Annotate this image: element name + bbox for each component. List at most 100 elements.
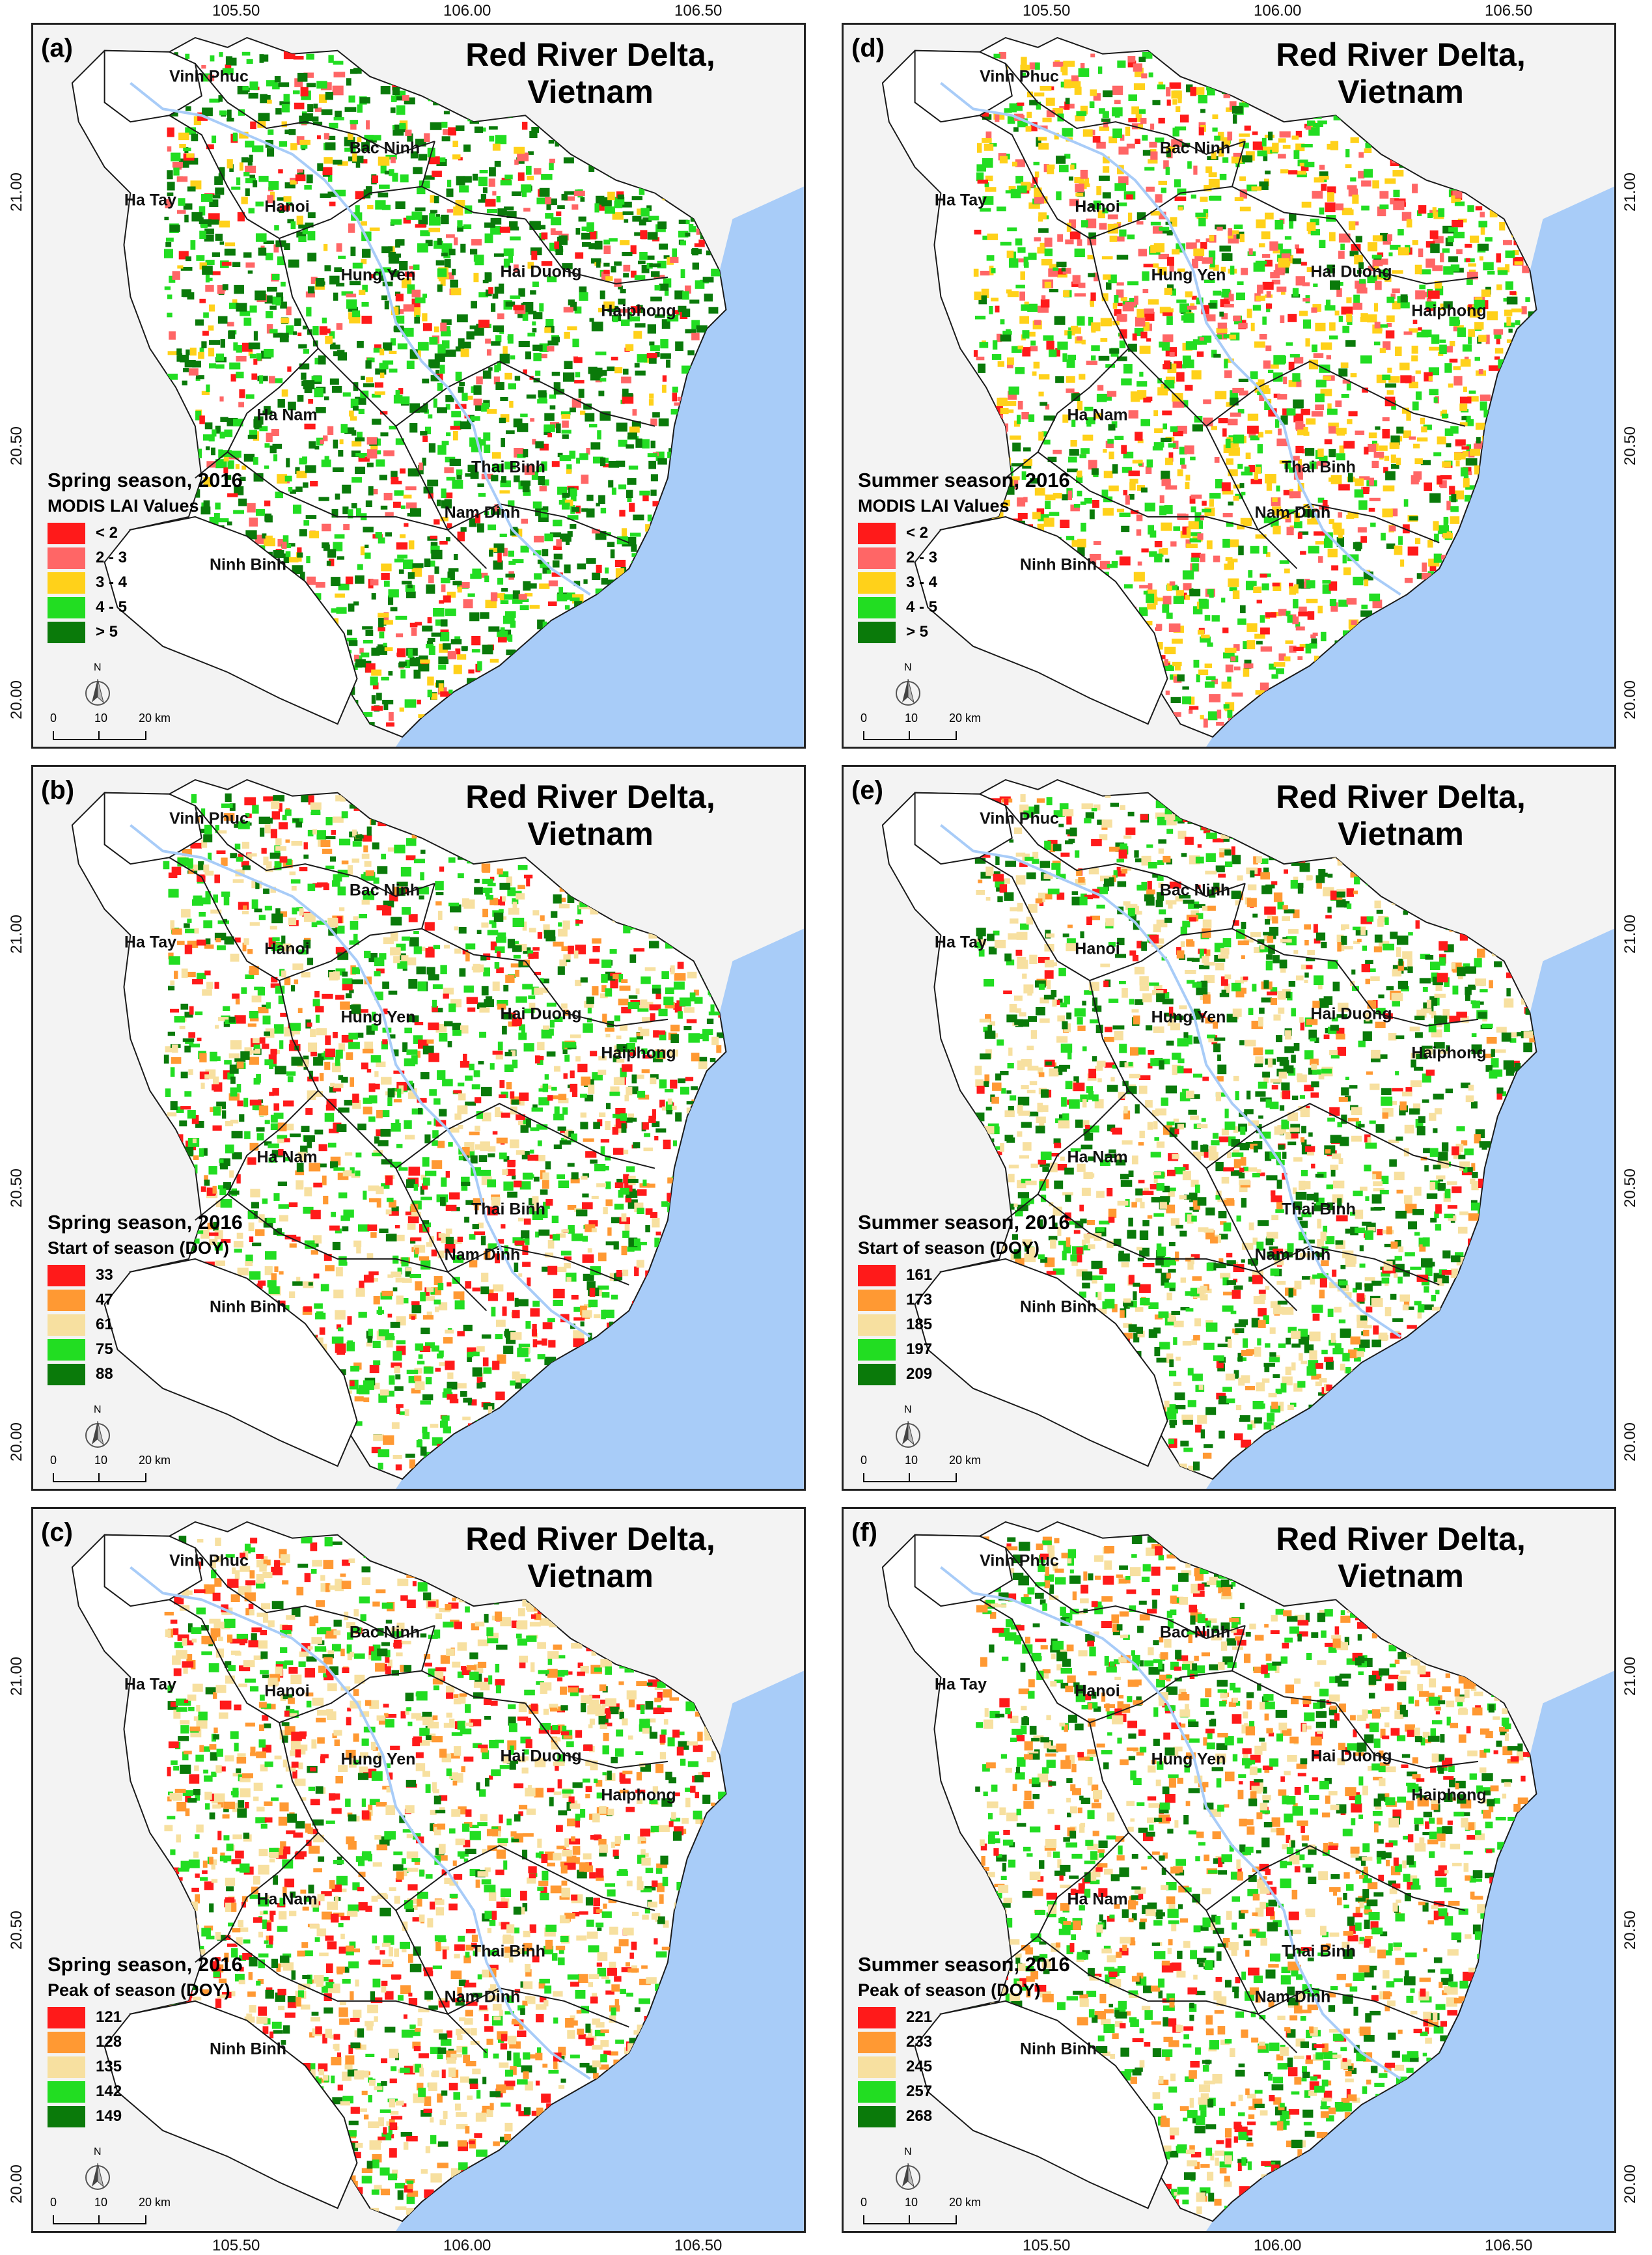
province-label: Thai Binh (471, 1200, 545, 1219)
scale-line (53, 1473, 146, 1482)
legend-item: 257 (858, 2079, 1070, 2104)
longitude-tick-label: 106.00 (443, 2, 491, 20)
scale-label: 10 (94, 712, 107, 725)
scale-label: 20 km (949, 1454, 981, 1467)
legend-title: Spring season, 2016 (48, 1952, 243, 1978)
legend-label: 209 (906, 1365, 932, 1383)
province-label: Hung Yen (341, 1008, 416, 1027)
province-label: Vinh Phuc (169, 68, 249, 87)
legend-swatch (48, 523, 85, 544)
scale-label: 20 km (949, 2196, 981, 2209)
legend-item: 149 (48, 2104, 243, 2129)
legend-subtitle: Start of season (DOY) (48, 1236, 243, 1260)
longitude-tick-label: 105.50 (1023, 2, 1070, 20)
panel-letter: (a) (41, 34, 73, 63)
latitude-tick-label: 20.50 (1621, 1909, 1640, 1951)
province-label: Nam Dinh (1255, 1246, 1331, 1265)
longitude-tick-label: 106.00 (443, 2237, 491, 2255)
map-title: Red River Delta,Vietnam (408, 1521, 773, 1595)
province-label: Hanoi (264, 198, 309, 217)
north-arrow-icon: N (75, 666, 120, 712)
legend-item: 4 - 5 (858, 595, 1070, 620)
legend-label: > 5 (906, 623, 928, 641)
latitude-tick-label: 21.00 (1621, 913, 1640, 955)
longitude-tick-label: 106.50 (674, 2, 722, 20)
map-title-line1: Red River Delta, (408, 779, 773, 816)
legend-item: 33 (48, 1263, 243, 1288)
longitude-tick-label: 106.50 (1485, 2, 1532, 20)
scale-mid-tick (98, 2215, 100, 2224)
legend-swatch (48, 2007, 85, 2028)
legend-label: 4 - 5 (906, 598, 937, 616)
legend-label: 88 (96, 1365, 113, 1383)
legend-item: 3 - 4 (48, 570, 243, 595)
north-arrow-icon: N (75, 2150, 120, 2196)
province-label: Hai Duong (1311, 1747, 1392, 1766)
map-title-line1: Red River Delta, (1218, 1521, 1583, 1558)
scale-label: 0 (50, 2196, 57, 2209)
province-label: Nam Dinh (1255, 1988, 1331, 2007)
province-label: Haiphong (601, 1044, 676, 1063)
legend-swatch (48, 1290, 85, 1311)
scale-mid-tick (909, 1473, 910, 1482)
province-label: Bac Ninh (350, 139, 420, 158)
province-label: Hung Yen (341, 1750, 416, 1769)
province-label: Haiphong (1411, 1786, 1486, 1805)
legend-subtitle: Peak of season (DOY) (858, 1978, 1070, 2002)
latitude-tick-label: 20.50 (8, 1167, 26, 1209)
province-label: Ha Tay (124, 1676, 176, 1695)
province-label: Haiphong (601, 1786, 676, 1805)
legend-item: 47 (48, 1288, 243, 1312)
latitude-tick-label: 20.00 (8, 2163, 26, 2205)
latitude-tick-label: 20.50 (8, 425, 26, 467)
latitude-tick-label: 20.00 (1621, 2163, 1640, 2205)
legend-swatch (48, 622, 85, 643)
legend-swatch (858, 2032, 896, 2053)
legend-label: 3 - 4 (906, 574, 937, 592)
legend-label: 3 - 4 (96, 574, 127, 592)
legend-label: 47 (96, 1291, 113, 1309)
legend-item: 142 (48, 2079, 243, 2104)
province-label: Hung Yen (1151, 1750, 1226, 1769)
longitude-tick-label: 105.50 (212, 2237, 260, 2255)
legend-item: < 2 (858, 521, 1070, 546)
longitude-tick-label: 105.50 (1023, 2237, 1070, 2255)
scale-line (863, 731, 957, 740)
legend-label: 128 (96, 2033, 122, 2051)
province-label: Thai Binh (471, 1943, 545, 1961)
legend-label: 75 (96, 1340, 113, 1359)
latitude-tick-label: 21.00 (1621, 1655, 1640, 1697)
legend-swatch (858, 547, 896, 569)
province-label: Bac Ninh (1160, 881, 1230, 900)
legend-swatch (48, 597, 85, 618)
panel-letter: (d) (851, 34, 885, 63)
province-label: Hanoi (264, 940, 309, 959)
province-label: Thai Binh (1282, 1200, 1356, 1219)
legend-label: 33 (96, 1266, 113, 1284)
map-title-line1: Red River Delta, (1218, 779, 1583, 816)
province-label: Vinh Phuc (169, 810, 249, 829)
province-label: Ha Nam (1067, 1890, 1127, 1909)
legend-subtitle: MODIS LAI Values (48, 493, 243, 518)
legend-swatch (858, 622, 896, 643)
legend-item: 75 (48, 1337, 243, 1362)
legend-label: < 2 (96, 524, 118, 542)
legend-item: 268 (858, 2104, 1070, 2129)
north-label: N (904, 2146, 912, 2158)
legend-swatch (48, 1265, 85, 1286)
legend-swatch (858, 523, 896, 544)
legend-swatch (48, 2106, 85, 2127)
province-label: Thai Binh (1282, 458, 1356, 477)
legend-swatch (858, 2007, 896, 2028)
scale-label: 10 (94, 2196, 107, 2209)
